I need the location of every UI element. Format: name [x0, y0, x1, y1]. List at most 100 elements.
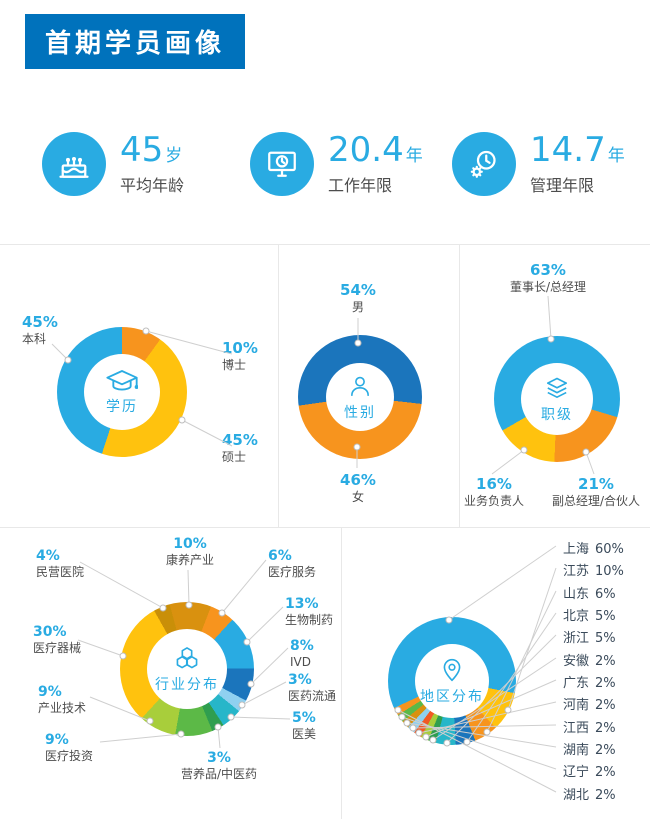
stat-value: 14.7 — [530, 129, 606, 170]
segment-label-kangyang: 10% 康养产业 — [150, 536, 230, 568]
segment-label-yimei: 5% 医美 — [292, 710, 316, 742]
stat-label: 工作年限 — [328, 175, 393, 195]
segment-label-female: 46% 女 — [330, 471, 386, 505]
segment-pct: 8% — [290, 638, 314, 654]
segment-name: 女 — [351, 490, 364, 505]
stat-label: 平均年龄 — [120, 175, 185, 195]
region-name: 山东 — [563, 587, 590, 602]
map-pin-icon — [443, 658, 461, 681]
region-name: 湖北 — [563, 788, 590, 803]
stat-unit: 年 — [405, 145, 423, 166]
segment-label-bizlead: 16% 业务负责人 — [452, 475, 536, 509]
segment-name: 本科 — [22, 332, 47, 347]
region-pct: 2% — [595, 765, 616, 780]
region-name: 湖南 — [563, 743, 590, 758]
region-name: 辽宁 — [563, 765, 590, 780]
rank-donut-center: 职级 — [521, 363, 593, 435]
chart-title: 职级 — [541, 406, 573, 423]
segment-pct: 4% — [36, 548, 60, 564]
segment-name: 营养品/中医药 — [180, 767, 258, 782]
divider — [0, 244, 650, 245]
stat-label: 管理年限 — [530, 175, 595, 195]
segment-pct: 10% — [222, 339, 258, 357]
segment-label-ivd: 8% IVD — [290, 638, 314, 670]
education-donut-center: 学历 — [84, 354, 160, 430]
gender-donut: 性别 — [298, 335, 422, 459]
region-pct: 5% — [595, 609, 616, 624]
segment-name: 硕士 — [222, 450, 247, 465]
chart-title: 行业分布 — [155, 676, 219, 693]
region-list-item: 北京 5% — [563, 605, 616, 624]
region-pct: 5% — [595, 631, 616, 646]
segment-label-minyingyiyuan: 4% 民营医院 — [36, 548, 84, 580]
segment-name: 业务负责人 — [463, 494, 524, 509]
segment-label-yiliaofuwu: 6% 医疗服务 — [268, 548, 316, 580]
segment-name: 董事长/总经理 — [509, 280, 587, 295]
region-name: 江西 — [563, 721, 590, 736]
region-list-item: 上海 60% — [563, 538, 624, 557]
chart-title: 地区分布 — [420, 688, 484, 705]
region-list-item: 湖南 2% — [563, 739, 616, 758]
segment-label-chanyejishu: 9% 产业技术 — [38, 684, 86, 716]
region-pct: 2% — [595, 743, 616, 758]
region-list-item: 江苏 10% — [563, 560, 624, 579]
region-name: 河南 — [563, 698, 590, 713]
person-icon — [351, 376, 369, 396]
region-name: 广东 — [563, 676, 590, 691]
cake-icon — [42, 132, 106, 196]
segment-name: 生物制药 — [285, 613, 334, 628]
region-pct: 2% — [595, 698, 616, 713]
region-donut-center: 地区分布 — [415, 644, 489, 718]
segment-label-vp: 21% 副总经理/合伙人 — [543, 475, 649, 509]
divider — [278, 244, 279, 527]
region-list-item: 安徽 2% — [563, 650, 616, 669]
region-donut: 地区分布 — [388, 617, 516, 745]
region-name: 安徽 — [563, 654, 590, 669]
stat-unit: 岁 — [165, 145, 183, 166]
region-pct: 2% — [595, 676, 616, 691]
layers-icon — [546, 377, 568, 398]
segment-name: 康养产业 — [165, 553, 214, 568]
segment-name: 医疗器械 — [33, 641, 82, 656]
segment-name: 男 — [351, 300, 364, 315]
segment-pct: 46% — [340, 471, 376, 489]
segment-pct: 9% — [38, 684, 62, 700]
divider — [459, 244, 460, 527]
segment-label-yiyaoliutong: 3% 医药流通 — [288, 672, 336, 704]
graduation-cap-icon — [106, 369, 138, 390]
region-pct: 2% — [595, 788, 616, 803]
segment-pct: 10% — [173, 536, 207, 552]
region-pct: 60% — [595, 542, 624, 557]
segment-label-boshi: 10% 博士 — [222, 339, 258, 373]
region-list-item: 湖北 2% — [563, 784, 616, 803]
segment-pct: 13% — [285, 596, 319, 612]
segment-name: 医美 — [292, 727, 317, 742]
region-list-item: 浙江 5% — [563, 627, 616, 646]
stat-management-years: 14.7 年 管理年限 — [452, 132, 625, 196]
segment-pct: 5% — [292, 710, 316, 726]
segment-label-chairman: 63% 董事长/总经理 — [488, 261, 608, 295]
region-name: 江苏 — [563, 564, 590, 579]
segment-pct: 6% — [268, 548, 292, 564]
segment-name: IVD — [290, 655, 311, 670]
segment-name: 博士 — [222, 358, 247, 373]
region-pct: 2% — [595, 721, 616, 736]
divider — [0, 527, 650, 528]
region-pct: 6% — [595, 587, 616, 602]
stat-value: 20.4 — [328, 129, 404, 170]
segment-pct: 54% — [340, 281, 376, 299]
region-list-item: 江西 2% — [563, 717, 616, 736]
chart-title: 性别 — [344, 404, 376, 421]
segment-label-yiliaotouzi: 9% 医疗投资 — [45, 732, 93, 764]
divider — [341, 527, 342, 819]
segment-label-benke: 45% 本科 — [22, 313, 58, 347]
region-name: 浙江 — [563, 631, 590, 646]
region-list-item: 山东 6% — [563, 583, 616, 602]
industry-donut-center: 行业分布 — [147, 629, 227, 709]
segment-pct: 30% — [33, 624, 67, 640]
segment-label-yiliaoqixie: 30% 医疗器械 — [33, 624, 81, 656]
segment-pct: 45% — [22, 313, 58, 331]
region-pct: 10% — [595, 564, 624, 579]
stat-work-years: 20.4 年 工作年限 — [250, 132, 423, 196]
